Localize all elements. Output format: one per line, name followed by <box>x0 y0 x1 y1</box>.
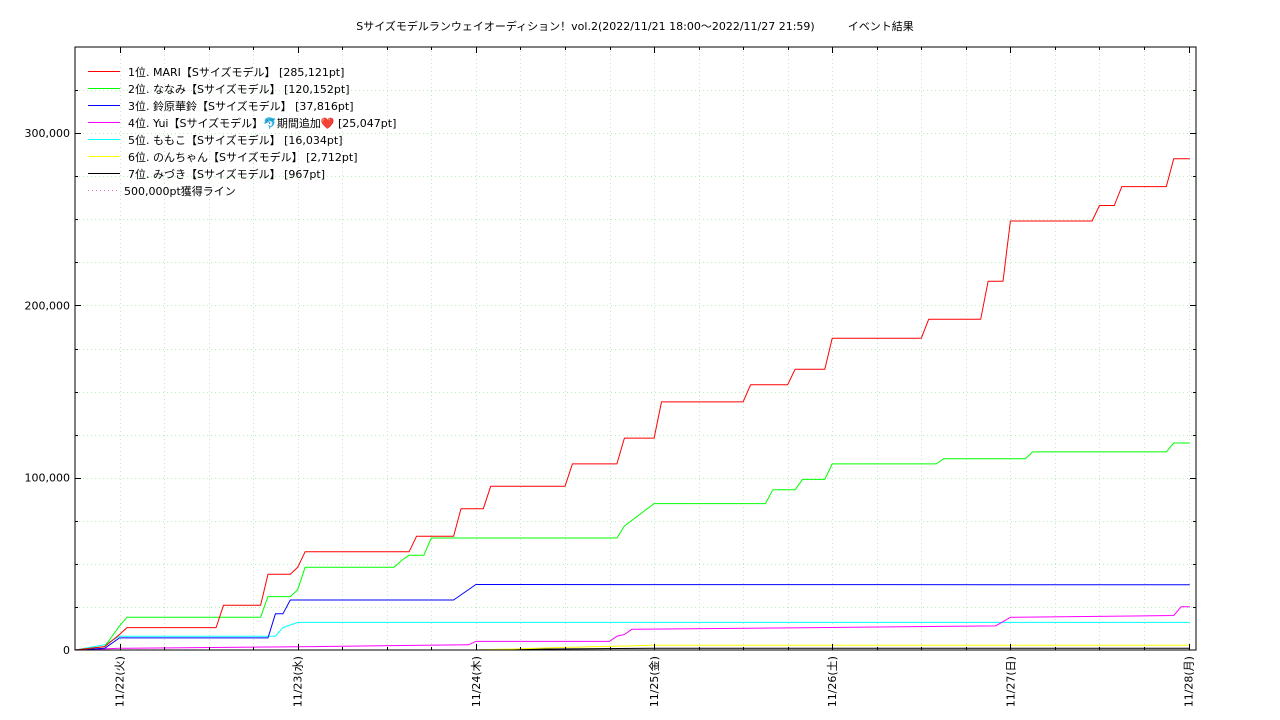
y-tick-label: 200,000 <box>25 299 71 312</box>
x-tick-label: 11/24(木) <box>470 656 483 707</box>
legend-label: 1位. MARI【Sサイズモデル】 [285,121pt] <box>128 65 344 79</box>
x-tick-label: 11/27(日) <box>1004 656 1017 707</box>
x-tick-label: 11/28(月) <box>1183 656 1196 707</box>
legend-label: 2位. ななみ【Sサイズモデル】 [120,152pt] <box>128 82 350 96</box>
plot-frame <box>74 46 1197 651</box>
chart-title: Sサイズモデルランウェイオーディション！vol.2(2022/11/21 18:… <box>356 19 913 33</box>
series-line-5 <box>74 621 1190 651</box>
series-line-4 <box>74 606 1190 651</box>
legend-label: 4位. Yui【Sサイズモデル】🐬期間追加❤️ [25,047pt] <box>128 116 396 130</box>
y-tick-label: 100,000 <box>25 472 71 485</box>
y-tick-label: 0 <box>63 644 70 657</box>
y-tick-label: 300,000 <box>25 127 71 140</box>
x-tick-label: 11/23(水) <box>292 656 305 707</box>
legend-label: 6位. のんちゃん【Sサイズモデル】 [2,712pt] <box>128 150 358 164</box>
series-line-2 <box>74 442 1190 651</box>
legend-label: 3位. 鈴原華鈴【Sサイズモデル】 [37,816pt] <box>128 99 354 113</box>
legend-label: 5位. ももこ【Sサイズモデル】 [16,034pt] <box>128 133 343 147</box>
series-line-3 <box>74 584 1190 651</box>
x-tick-label: 11/22(火) <box>114 656 127 707</box>
x-tick-label: 11/26(土) <box>826 656 839 707</box>
legend-label: 7位. みづき【Sサイズモデル】 [967pt] <box>128 167 325 181</box>
legend: 1位. MARI【Sサイズモデル】 [285,121pt] 2位. ななみ【Sサイ… <box>88 65 396 198</box>
x-tick-label: 11/25(金) <box>647 656 661 707</box>
grid <box>75 47 1196 650</box>
legend-label: 500,000pt獲得ライン <box>124 185 236 198</box>
series-line-1 <box>74 158 1190 651</box>
axis-ticks: 0 100,000 200,000 300,000 11/22(火) 11/23(水) 11… <box>25 47 1196 707</box>
